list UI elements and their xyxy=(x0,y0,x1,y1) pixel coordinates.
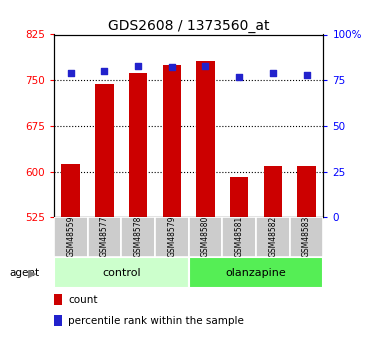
Point xyxy=(303,72,310,78)
Text: agent: agent xyxy=(10,268,40,278)
Text: control: control xyxy=(102,268,141,277)
Text: percentile rank within the sample: percentile rank within the sample xyxy=(68,316,244,325)
Bar xyxy=(54,217,88,257)
Bar xyxy=(189,217,223,257)
Point xyxy=(101,68,107,74)
Bar xyxy=(264,166,282,217)
Bar xyxy=(129,73,147,217)
Text: GSM48583: GSM48583 xyxy=(302,216,311,257)
Point xyxy=(68,70,74,76)
Point xyxy=(169,65,175,70)
Bar xyxy=(62,164,80,217)
Bar xyxy=(223,217,256,257)
Bar xyxy=(189,257,323,288)
Point xyxy=(135,63,141,68)
Bar xyxy=(155,217,189,257)
Text: GSM48559: GSM48559 xyxy=(66,216,75,257)
Text: GSM48579: GSM48579 xyxy=(167,216,176,257)
Bar xyxy=(121,217,155,257)
Text: ▶: ▶ xyxy=(28,268,36,278)
Bar xyxy=(230,177,248,217)
Point xyxy=(203,63,209,68)
Point xyxy=(236,74,242,79)
Text: GSM48578: GSM48578 xyxy=(134,216,142,257)
Text: count: count xyxy=(68,295,98,305)
Text: GSM48581: GSM48581 xyxy=(235,216,244,257)
Text: GSM48577: GSM48577 xyxy=(100,216,109,257)
Point xyxy=(270,70,276,76)
Bar xyxy=(256,217,290,257)
Text: olanzapine: olanzapine xyxy=(226,268,286,277)
Text: GSM48580: GSM48580 xyxy=(201,216,210,257)
Bar xyxy=(162,65,181,217)
Title: GDS2608 / 1373560_at: GDS2608 / 1373560_at xyxy=(108,19,270,33)
Bar xyxy=(88,217,121,257)
Bar xyxy=(196,61,215,217)
Bar xyxy=(290,217,323,257)
Bar xyxy=(54,257,189,288)
Bar xyxy=(297,166,316,217)
Bar xyxy=(95,85,114,217)
Text: GSM48582: GSM48582 xyxy=(268,216,277,257)
